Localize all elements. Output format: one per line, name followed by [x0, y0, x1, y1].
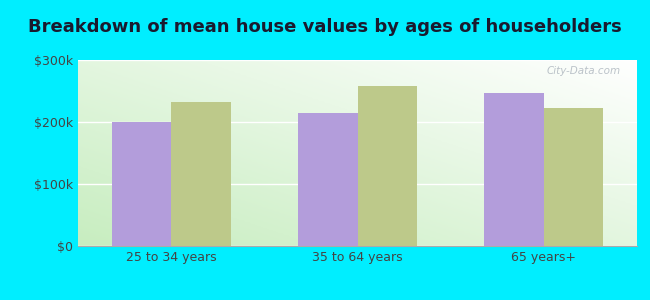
Text: Breakdown of mean house values by ages of householders: Breakdown of mean house values by ages o… [28, 18, 622, 36]
Bar [112, 122, 171, 246]
Bar [484, 93, 544, 246]
Bar [298, 113, 358, 246]
Bar [358, 86, 417, 246]
Bar [544, 108, 603, 246]
Text: City-Data.com: City-Data.com [546, 66, 620, 76]
Bar [171, 102, 231, 246]
